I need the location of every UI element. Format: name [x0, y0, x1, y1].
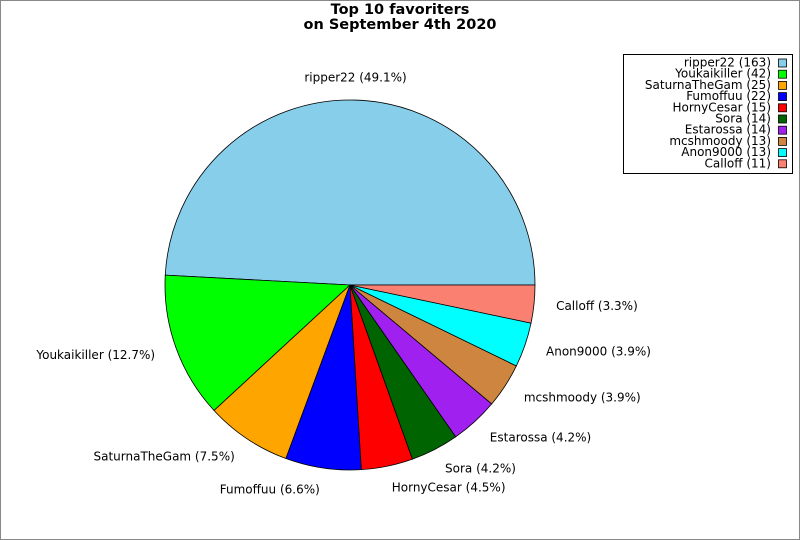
chart-title: Top 10 favoriters [331, 2, 470, 18]
legend-label: ripper22 (163) [684, 56, 771, 70]
legend-swatch [778, 159, 787, 169]
legend-swatch [778, 148, 787, 158]
slice-label: Anon9000 (3.9%) [546, 345, 651, 359]
legend-swatch [778, 81, 787, 90]
slice-label: mcshmoody (3.9%) [524, 390, 641, 404]
legend-swatch [778, 103, 787, 113]
slice-label: ripper22 (49.1%) [304, 70, 406, 84]
legend-swatch [778, 136, 787, 146]
legend-label: Anon9000 (13) [681, 145, 771, 159]
slice-label: Calloff (3.3%) [556, 299, 638, 313]
legend-label: Sora (14) [715, 112, 771, 126]
legend-label: SaturnaTheGam (25) [645, 78, 771, 92]
legend-label: Calloff (11) [705, 156, 771, 170]
legend-label: HornyCesar (15) [672, 100, 771, 114]
legend-swatch [778, 125, 787, 135]
chart-subtitle: on September 4th 2020 [303, 17, 496, 33]
legend-swatch [778, 92, 787, 101]
legend-label: Youkaikiller (42) [674, 67, 771, 81]
slice-label: Fumoffuu (6.6%) [220, 482, 320, 496]
legend-swatch [778, 58, 787, 68]
slice-label: SaturnaTheGam (7.5%) [93, 450, 234, 464]
pie-slice [164, 274, 351, 412]
pie-slice [349, 284, 536, 324]
slice-label: Sora (4.2%) [445, 462, 516, 476]
slice-label: HornyCesar (4.5%) [392, 480, 506, 494]
legend-box [623, 54, 793, 174]
legend-label: Fumoffuu (22) [686, 89, 771, 103]
legend-swatch [778, 69, 787, 79]
slice-label: Youkaikiller (12.7%) [35, 348, 155, 362]
pie-slice [164, 99, 536, 286]
slice-label: Estarossa (4.2%) [490, 430, 591, 444]
legend-label: Estarossa (14) [685, 123, 771, 137]
legend-swatch [778, 114, 787, 124]
legend-label: mcshmoody (13) [669, 134, 771, 148]
